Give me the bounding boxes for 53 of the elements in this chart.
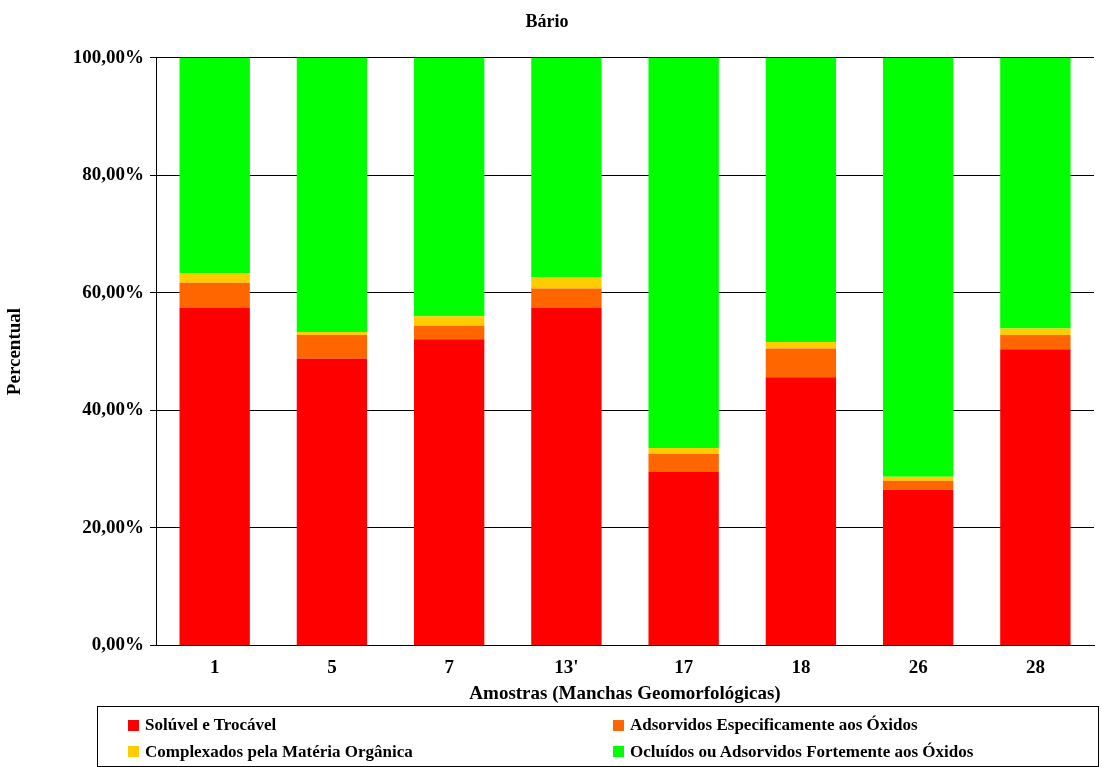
bar <box>296 57 368 333</box>
bar <box>882 480 954 490</box>
bar <box>1000 349 1071 645</box>
x-tick-label: 13' <box>554 655 579 677</box>
legend-label: Complexados pela Matéria Orgânica <box>145 741 413 762</box>
bar <box>179 282 250 308</box>
bar <box>882 489 954 645</box>
bar <box>648 453 719 472</box>
x-tick-label: 17 <box>674 655 694 677</box>
y-tick-label: 80,00% <box>82 163 145 185</box>
bar <box>296 358 368 645</box>
y-axis-title: Percentual <box>3 307 25 396</box>
bar <box>179 273 250 283</box>
legend-label: Ocluídos ou Adsorvidos Fortemente aos Óxidos <box>630 741 974 762</box>
bar <box>765 57 837 343</box>
x-tick-label: 26 <box>908 655 928 677</box>
bar <box>413 339 485 645</box>
y-tick-label: 100,00% <box>72 45 145 67</box>
legend-label: Solúvel e Trocável <box>145 715 277 735</box>
bar <box>765 377 837 645</box>
bar <box>413 316 485 326</box>
bar <box>531 307 602 645</box>
bar <box>531 57 602 278</box>
x-axis-title: Amostras (Manchas Geomorfológicas) <box>469 681 781 704</box>
y-tick-label: 0,00% <box>91 633 145 655</box>
x-tick-label: 18 <box>791 655 811 677</box>
chart-title: Bário <box>525 11 569 32</box>
bar <box>882 57 954 477</box>
bar <box>296 332 368 336</box>
x-tick-label: 28 <box>1025 655 1045 677</box>
bar <box>765 342 837 349</box>
bar <box>648 57 719 448</box>
bar <box>296 335 368 359</box>
bar <box>1000 335 1071 350</box>
legend-label: Adsorvidos Especificamente aos Óxidos <box>630 715 918 735</box>
y-tick-label: 40,00% <box>82 398 145 420</box>
bar <box>1000 328 1071 336</box>
bar <box>179 57 250 274</box>
x-tick-label: 5 <box>327 655 337 677</box>
x-tick-label: 1 <box>209 655 220 677</box>
bar <box>765 348 837 378</box>
x-tick-label: 7 <box>444 655 455 677</box>
bar <box>531 277 602 289</box>
bar <box>179 307 250 645</box>
bar <box>648 472 719 645</box>
bar <box>413 325 485 340</box>
bar <box>648 447 719 454</box>
bar <box>1000 57 1071 329</box>
y-tick-label: 20,00% <box>82 515 145 537</box>
bar <box>531 288 602 308</box>
bar <box>413 57 485 317</box>
y-tick-label: 60,00% <box>82 280 145 302</box>
bar <box>882 476 954 481</box>
